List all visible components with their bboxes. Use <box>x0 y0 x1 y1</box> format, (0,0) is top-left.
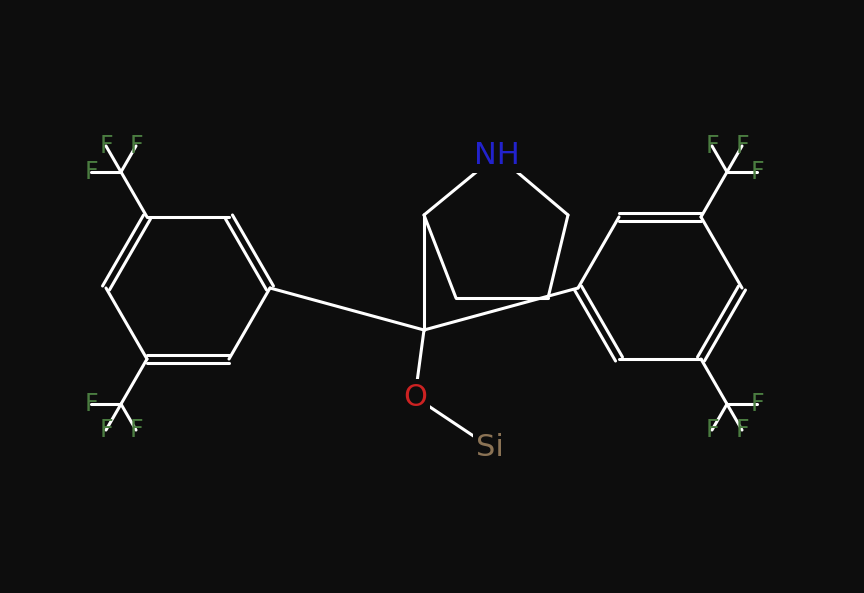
Text: F: F <box>99 418 113 442</box>
Text: F: F <box>84 160 98 184</box>
Text: O: O <box>403 382 427 412</box>
Text: Si: Si <box>476 432 504 461</box>
Text: F: F <box>750 160 764 184</box>
Text: F: F <box>130 134 143 158</box>
Text: F: F <box>705 418 719 442</box>
Text: F: F <box>99 134 113 158</box>
Text: F: F <box>84 392 98 416</box>
Text: NH: NH <box>474 141 520 170</box>
Text: F: F <box>130 418 143 442</box>
Text: F: F <box>705 134 719 158</box>
Text: F: F <box>750 392 764 416</box>
Text: F: F <box>735 418 749 442</box>
Text: F: F <box>735 134 749 158</box>
